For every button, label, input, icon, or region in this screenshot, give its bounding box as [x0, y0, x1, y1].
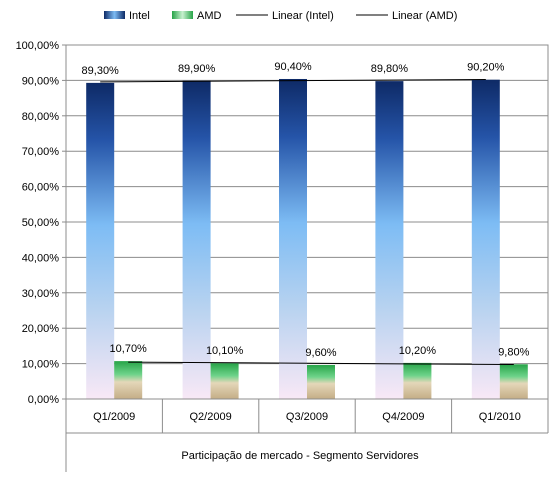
x-tick-label: Q4/2009	[382, 411, 424, 423]
data-label-amd: 10,10%	[206, 345, 244, 357]
y-tick-label: 60,00%	[22, 182, 60, 194]
trendlines-layer	[100, 78, 514, 366]
bar-intel	[182, 80, 211, 399]
x-axis-label: Participação de mercado - Segmento Servi…	[181, 450, 419, 462]
bar-intel	[375, 81, 404, 399]
data-labels-layer: 89,30% 89,90% 90,40% 89,80% 90,20% 10,70% 10,1…	[82, 61, 530, 359]
y-tick-label: 70,00%	[22, 146, 60, 158]
legend-label: Linear (AMD)	[392, 10, 457, 22]
trendline-amd	[128, 361, 514, 366]
y-tick-label: 100,00%	[16, 40, 60, 52]
data-label-amd: 10,20%	[399, 345, 437, 357]
bar-amd	[307, 365, 335, 399]
legend: Intel AMD Linear (Intel) Linear (AMD)	[104, 10, 457, 22]
y-tick-label: 50,00%	[22, 217, 60, 229]
bar-intel	[471, 79, 500, 399]
y-tick-label: 30,00%	[22, 288, 60, 300]
trendline-intel	[100, 78, 486, 83]
legend-swatch-amd	[172, 11, 193, 19]
bars-layer	[86, 78, 528, 400]
data-label-intel: 89,80%	[371, 63, 409, 75]
bar-amd	[114, 361, 143, 399]
bar-amd	[499, 364, 528, 399]
data-label-amd: 10,70%	[110, 343, 148, 355]
data-label-intel: 90,20%	[467, 62, 505, 74]
data-label-amd: 9,80%	[498, 346, 529, 358]
x-tick-label: Q1/2009	[93, 411, 135, 423]
legend-label: Linear (Intel)	[272, 10, 334, 22]
y-tick-label: 0,00%	[28, 394, 59, 406]
y-tick-label: 20,00%	[22, 323, 60, 335]
bar-amd	[403, 362, 432, 399]
x-tick-label: Q3/2009	[286, 411, 328, 423]
axes: 0,00% 10,00% 20,00% 30,00% 40,00% 50,00% 60,00…	[16, 40, 549, 472]
x-tick-label: Q2/2009	[189, 411, 231, 423]
data-label-intel: 89,90%	[178, 63, 216, 75]
legend-label: Intel	[129, 10, 150, 22]
y-tick-label: 10,00%	[22, 359, 60, 371]
y-tick-label: 90,00%	[22, 75, 60, 87]
data-label-amd: 9,60%	[305, 347, 336, 359]
data-label-intel: 89,30%	[82, 65, 120, 77]
x-tick-label: Q1/2010	[479, 411, 521, 423]
legend-label: AMD	[197, 10, 222, 22]
y-tick-label: 40,00%	[22, 252, 60, 264]
data-label-intel: 90,40%	[274, 61, 312, 73]
plot-area-border	[65, 44, 549, 400]
bar-intel	[279, 78, 307, 399]
bar-amd	[210, 363, 239, 399]
y-tick-label: 80,00%	[22, 111, 60, 123]
legend-swatch-intel	[104, 11, 125, 19]
bar-intel	[86, 82, 115, 400]
